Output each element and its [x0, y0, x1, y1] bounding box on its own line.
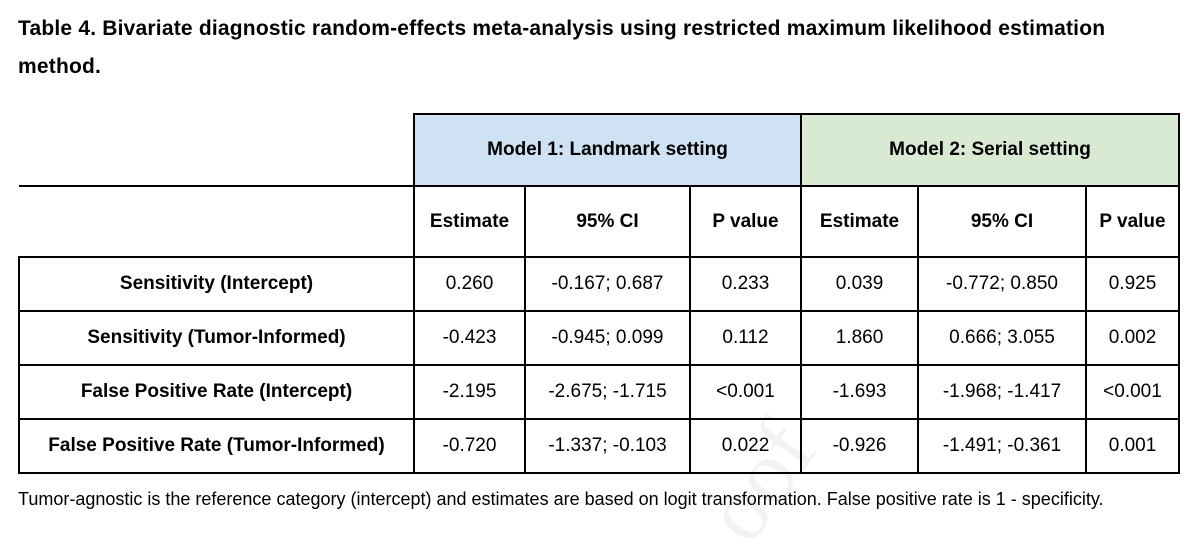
row-label: False Positive Rate (Intercept) — [18, 364, 415, 420]
table-row: False Positive Rate (Intercept) -2.195 -… — [18, 364, 1180, 420]
table-cell: -0.772; 0.850 — [917, 256, 1087, 312]
table-cell: -1.337; -0.103 — [524, 418, 691, 474]
table-cell: 1.860 — [800, 310, 919, 366]
corner-cell — [19, 114, 415, 187]
column-header-ci: 95% CI — [524, 185, 691, 258]
table-title: Table 4. Bivariate diagnostic random-eff… — [18, 17, 1106, 78]
column-header-estimate: Estimate — [413, 185, 526, 258]
table-cell: 0.260 — [413, 256, 526, 312]
column-header-estimate: Estimate — [800, 185, 919, 258]
table-cell: 0.925 — [1085, 256, 1180, 312]
table-cell: 0.001 — [1085, 418, 1180, 474]
table-cell: -1.491; -0.361 — [917, 418, 1087, 474]
table-cell: 0.039 — [800, 256, 919, 312]
table-cell: 0.233 — [689, 256, 802, 312]
table-cell: -0.423 — [413, 310, 526, 366]
table-cell: <0.001 — [689, 364, 802, 420]
table-cell: 0.666; 3.055 — [917, 310, 1087, 366]
table-cell: 0.002 — [1085, 310, 1180, 366]
table-cell: <0.001 — [1085, 364, 1180, 420]
table-cell: -2.195 — [413, 364, 526, 420]
corner-cell — [19, 186, 415, 258]
table-cell: 0.022 — [689, 418, 802, 474]
row-label: False Positive Rate (Tumor-Informed) — [18, 418, 415, 474]
results-table: Model 1: Landmark setting Model 2: Seria… — [18, 113, 1180, 474]
table-cell: -1.968; -1.417 — [917, 364, 1087, 420]
column-header-ci: 95% CI — [917, 185, 1087, 258]
table-cell: -0.167; 0.687 — [524, 256, 691, 312]
row-label: Sensitivity (Tumor-Informed) — [18, 310, 415, 366]
table-cell: -2.675; -1.715 — [524, 364, 691, 420]
model-header-row: Model 1: Landmark setting Model 2: Seria… — [19, 113, 1180, 187]
table-cell: -0.720 — [413, 418, 526, 474]
row-label: Sensitivity (Intercept) — [18, 256, 415, 312]
table-row: Sensitivity (Intercept) 0.260 -0.167; 0.… — [18, 256, 1180, 312]
table-cell: -0.926 — [800, 418, 919, 474]
table-row: False Positive Rate (Tumor-Informed) -0.… — [18, 418, 1180, 474]
table-footnote: Tumor-agnostic is the reference category… — [18, 489, 1104, 509]
table-cell: -1.693 — [800, 364, 919, 420]
model-2-header: Model 2: Serial setting — [800, 113, 1180, 187]
column-header-row: Estimate 95% CI P value Estimate 95% CI … — [19, 185, 1180, 258]
table-cell: -0.945; 0.099 — [524, 310, 691, 366]
column-header-pvalue: P value — [1085, 185, 1180, 258]
table-cell: 0.112 — [689, 310, 802, 366]
model-1-header: Model 1: Landmark setting — [413, 113, 802, 187]
table-row: Sensitivity (Tumor-Informed) -0.423 -0.9… — [18, 310, 1180, 366]
column-header-pvalue: P value — [689, 185, 802, 258]
